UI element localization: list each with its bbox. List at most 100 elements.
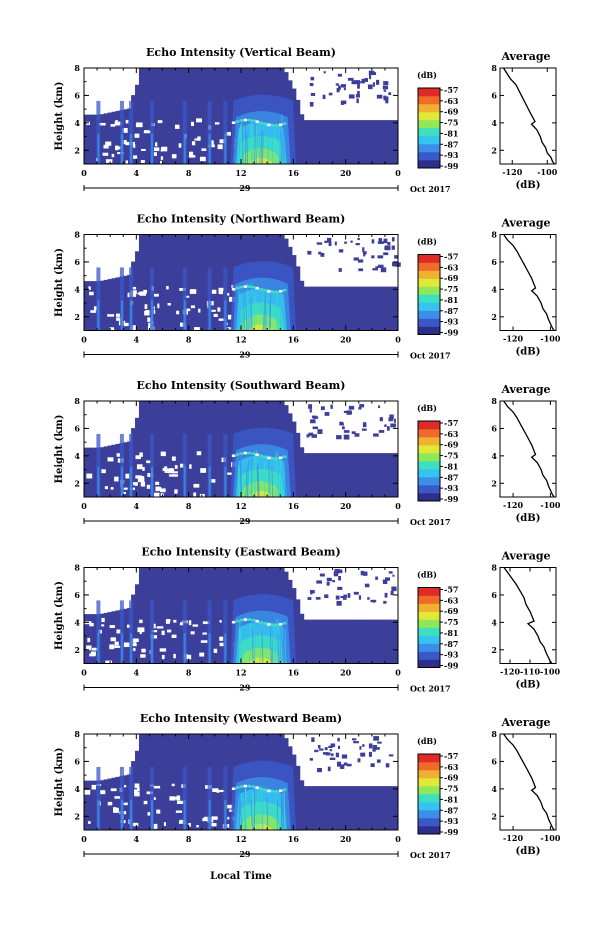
data-gap: [103, 144, 109, 149]
x-tick-label: 12: [235, 501, 246, 511]
scattered-echo: [361, 78, 366, 82]
dome-streak: [277, 633, 280, 664]
data-gap: [172, 474, 178, 477]
profile-x-label: (dB): [516, 180, 541, 191]
scattered-echo: [376, 759, 381, 763]
profile-y-tick-label: 4: [491, 118, 497, 128]
colorbar-swatch: [418, 659, 440, 668]
scattered-echo: [340, 595, 345, 599]
dome-streak: [261, 630, 264, 664]
echo-column: [131, 95, 136, 164]
scattered-echo: [336, 435, 342, 440]
echo-column: [217, 68, 222, 164]
scattered-echo: [309, 82, 314, 87]
echo-column: [193, 734, 199, 830]
echo-column: [354, 619, 360, 664]
scattered-echo: [312, 426, 319, 430]
scattered-echo: [372, 82, 375, 87]
scattered-echo: [382, 85, 389, 90]
data-gap: [153, 623, 156, 629]
colorbar-unit: (dB): [417, 237, 437, 247]
colorbar-tick-label: -87: [444, 306, 458, 316]
x-tick-label: 0: [81, 668, 87, 678]
scattered-echo: [309, 408, 312, 413]
echo-column: [374, 286, 379, 331]
scattered-echo: [357, 758, 361, 763]
bright-band: [278, 290, 283, 293]
data-gap: [197, 136, 201, 141]
bright-band: [231, 287, 236, 291]
dome-streak: [275, 797, 278, 831]
scattered-echo: [351, 431, 356, 434]
echo-column: [197, 401, 203, 497]
colorbar-tick-label: -69: [444, 440, 459, 450]
data-gap: [131, 638, 139, 643]
data-gap: [192, 624, 199, 627]
scattered-echo: [330, 753, 334, 757]
bright-band: [259, 288, 263, 291]
colorbar-swatch: [418, 651, 440, 660]
y-tick-label: 6: [74, 590, 80, 600]
scattered-echo: [310, 419, 316, 424]
panel-2: Echo Intensity (Southward Beam) 2 4 6 8 Heigh…: [54, 379, 561, 527]
bright-band: [231, 620, 236, 624]
colorbar-swatch: [418, 429, 440, 438]
bright-band: [231, 121, 236, 124]
plume-core: [151, 466, 154, 497]
bright-band: [243, 118, 248, 122]
date-label: 29: [239, 183, 251, 193]
data-gap: [202, 621, 210, 625]
echo-column: [229, 567, 234, 664]
plume-core: [97, 633, 100, 664]
profile-y-tick-label: 8: [491, 563, 497, 573]
scattered-echo: [373, 72, 377, 76]
echo-column: [87, 780, 93, 830]
echo-column: [146, 234, 152, 331]
scattered-echo: [379, 417, 383, 422]
data-gap: [171, 456, 176, 461]
echo-column: [311, 120, 316, 164]
echo-column: [225, 401, 230, 497]
echo-dome: [241, 148, 281, 164]
echo-column: [382, 786, 387, 830]
plume-core: [208, 133, 211, 164]
scattered-echo: [384, 592, 388, 598]
panel-3: Echo Intensity (Eastward Beam) 2 4 6 8 Height…: [54, 546, 560, 694]
echo-column: [146, 68, 152, 164]
data-gap: [123, 322, 129, 327]
x-tick-label: 4: [134, 168, 140, 178]
echo-column: [174, 401, 179, 497]
colorbar-swatch: [418, 461, 440, 470]
data-gap: [151, 630, 158, 633]
colorbar-tick-label: -87: [444, 639, 458, 649]
plume-streak: [119, 766, 124, 830]
y-tick-label: 8: [74, 63, 80, 73]
y-tick-label: 4: [74, 784, 80, 794]
plume-streak: [96, 100, 101, 164]
data-gap: [219, 619, 222, 623]
profile-x-label: (dB): [516, 846, 541, 857]
scattered-echo: [337, 586, 343, 590]
echo-column: [111, 278, 116, 331]
echo-column: [197, 68, 203, 164]
data-gap: [178, 143, 182, 148]
echo-column: [311, 286, 316, 331]
colorbar-tick-label: -93: [444, 816, 459, 826]
panel-1: Echo Intensity (Northward Beam) 2 4 6 8 Heigh…: [54, 213, 561, 361]
echo-column: [107, 445, 112, 497]
echo-column: [303, 120, 309, 164]
echo-column: [217, 734, 222, 830]
echo-column: [335, 619, 340, 664]
data-gap: [153, 293, 159, 297]
echo-column: [370, 453, 375, 497]
bright-band: [263, 622, 267, 625]
data-gap: [225, 131, 231, 136]
dome-streak: [239, 458, 243, 498]
echo-column: [107, 112, 112, 164]
colorbar-swatch: [418, 802, 440, 811]
data-gap: [139, 619, 143, 624]
echo-column: [138, 567, 144, 664]
dome-streak: [247, 283, 250, 331]
data-gap: [115, 145, 119, 151]
echo-column: [87, 114, 93, 164]
